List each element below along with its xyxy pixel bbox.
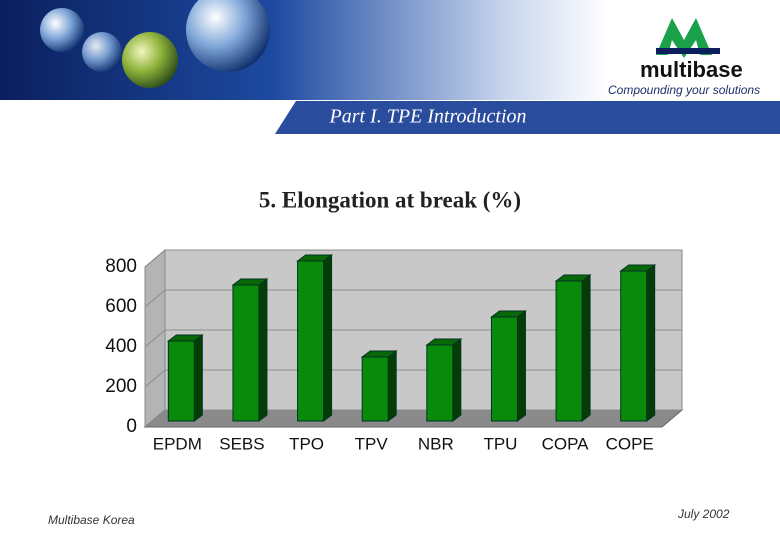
floor	[143, 409, 684, 428]
x-tick-label: COPA	[542, 434, 590, 453]
bar-side	[323, 254, 333, 422]
x-tick-label: EPDM	[153, 434, 202, 453]
x-tick-label: TPO	[289, 434, 324, 453]
bar-side	[452, 338, 462, 422]
x-tick-label: NBR	[418, 434, 454, 453]
footer-right: July 2002	[677, 507, 730, 521]
footer-left: Multibase Korea	[48, 513, 135, 527]
slogan: Compounding your solutions	[608, 83, 760, 97]
chart-title: 5. Elongation at break (%)	[259, 187, 521, 212]
bar	[297, 260, 325, 422]
bar	[232, 284, 260, 422]
y-tick-label: 400	[105, 336, 137, 357]
y-tick-label: 800	[105, 256, 137, 277]
y-tick-label: 0	[126, 416, 137, 437]
header-decoration	[40, 0, 270, 88]
bar-side	[387, 350, 397, 422]
section-bar	[275, 101, 780, 134]
y-tick-label: 600	[105, 296, 137, 317]
grid-line	[144, 249, 682, 268]
x-tick-label: TPV	[355, 434, 389, 453]
bar	[167, 340, 195, 422]
logo-mark	[656, 18, 720, 58]
bar-side	[258, 278, 268, 422]
grid-line	[144, 289, 682, 308]
bar	[490, 316, 518, 422]
bar	[555, 280, 583, 422]
logo-text: multibase	[640, 57, 743, 82]
plot: 0 200 400 600 800 EPDM SEBS TPO TPV NBR TPU COPA COP…	[105, 248, 684, 453]
bar-side	[193, 334, 203, 422]
x-tick-label: SEBS	[219, 434, 264, 453]
bar-side	[516, 310, 526, 422]
x-tick-label: COPE	[606, 434, 654, 453]
x-tick-label: TPU	[483, 434, 517, 453]
bar	[426, 344, 454, 422]
bar	[361, 356, 389, 422]
bar-side	[646, 264, 656, 422]
section-title: Part I. TPE Introduction	[328, 106, 526, 128]
bar-side	[581, 274, 591, 422]
bar	[620, 270, 648, 422]
y-tick-label: 200	[105, 376, 137, 397]
